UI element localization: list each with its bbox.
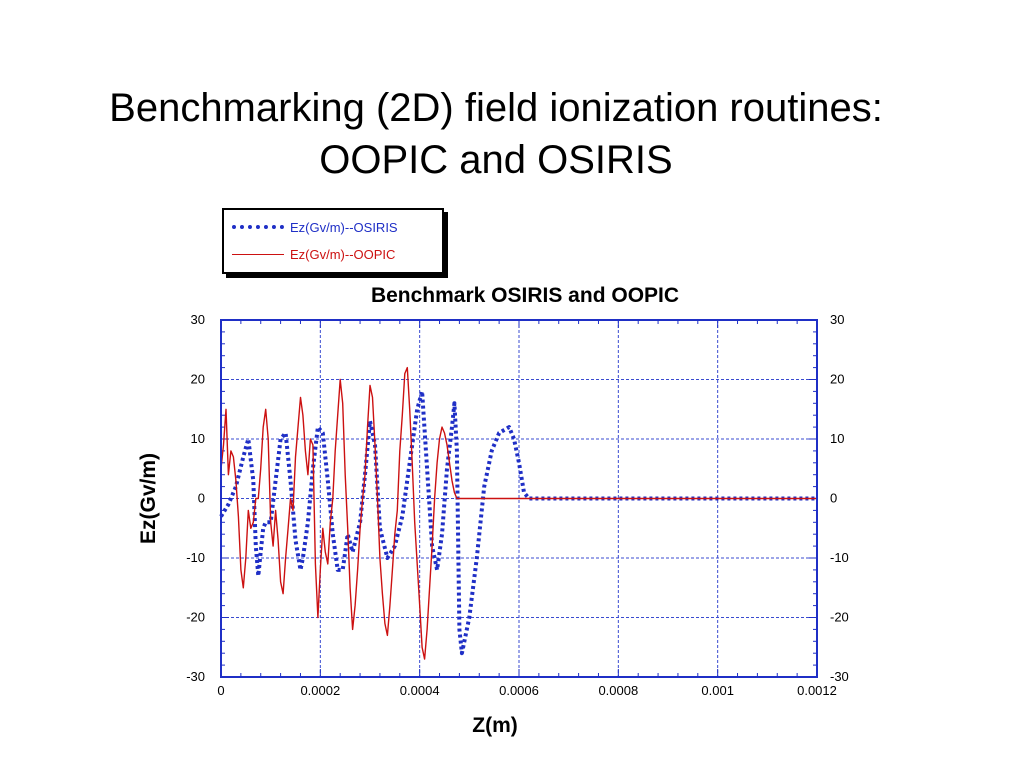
slide-title-line1: Benchmarking (2D) field ionization routi… — [109, 86, 883, 130]
legend-item-oopic: Ez(Gv/m)--OOPIC — [232, 245, 395, 263]
tick-label-layer: 0 0.0002 0.0004 0.0006 0.0008 0.001 0.0012 30 30… — [186, 312, 849, 698]
legend-swatch-oopic — [232, 253, 284, 255]
legend-label-oopic: Ez(Gv/m)--OOPIC — [290, 246, 396, 262]
x-tick-label: 0.0008 — [598, 683, 638, 698]
x-tick-label: 0.001 — [701, 683, 734, 698]
x-tick-label: 0.0004 — [400, 683, 440, 698]
y-tick-label-right: 10 — [830, 431, 844, 446]
y-tick-label-left: 30 — [191, 312, 205, 327]
slide-title-line2: OOPIC and OSIRIS — [319, 138, 673, 182]
y-tick-label-left: -30 — [186, 669, 205, 684]
legend-label-osiris: Ez(Gv/m)--OSIRIS — [290, 219, 398, 235]
y-tick-label-left: 20 — [191, 372, 205, 387]
x-tick-label: 0.0002 — [300, 683, 340, 698]
y-tick-label-right: 0 — [830, 491, 837, 506]
x-tick-label: 0.0012 — [797, 683, 837, 698]
series-line-osiris — [219, 389, 817, 656]
slide-title: Benchmarking (2D) field ionization routi… — [0, 82, 992, 186]
y-axis-label: Ez(Gv/m) — [137, 453, 160, 544]
y-tick-label-left: -20 — [186, 610, 205, 625]
y-tick-label-left: -10 — [186, 550, 205, 565]
x-tick-label: 0 — [217, 683, 224, 698]
legend-item-osiris: Ez(Gv/m)--OSIRIS — [232, 218, 398, 236]
series-layer — [219, 366, 817, 660]
x-axis-label: Z(m) — [472, 714, 518, 737]
chart-title: Benchmark OSIRIS and OOPIC — [371, 284, 679, 307]
y-tick-label-left: 0 — [198, 491, 205, 506]
y-tick-label-right: -20 — [830, 610, 849, 625]
y-tick-label-right: 30 — [830, 312, 844, 327]
chart-legend: Ez(Gv/m)--OSIRIS Ez(Gv/m)--OOPIC — [222, 208, 444, 274]
legend-swatch-osiris — [232, 225, 284, 229]
x-tick-label: 0.0006 — [499, 683, 539, 698]
y-tick-label-left: 10 — [191, 431, 205, 446]
series-line-oopic — [220, 366, 817, 660]
y-tick-label-right: -10 — [830, 550, 849, 565]
y-tick-label-right: 20 — [830, 372, 844, 387]
plot-frame — [220, 319, 818, 678]
y-tick-label-right: -30 — [830, 669, 849, 684]
